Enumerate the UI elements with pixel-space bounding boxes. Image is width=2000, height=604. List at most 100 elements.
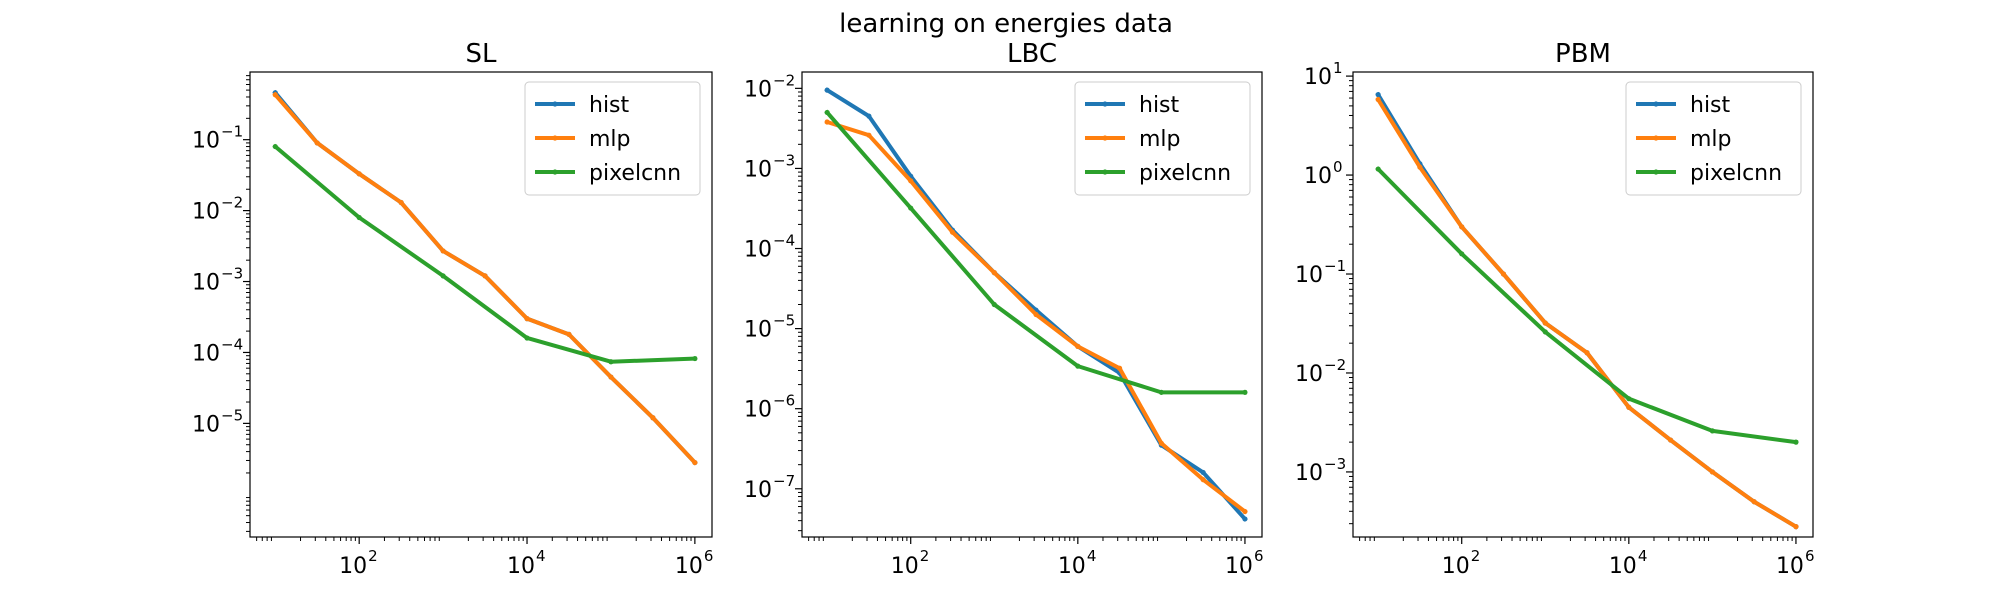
minor-ticks [246, 75, 692, 541]
y-tick-exponent: −2 [1324, 356, 1346, 374]
data-point-mlp [524, 316, 530, 322]
data-point-mlp [650, 415, 656, 421]
data-point-pixelcnn [1075, 363, 1081, 369]
legend-label-pixelcnn: pixelcnn [589, 161, 681, 186]
legend-marker-hist [552, 101, 558, 107]
chart-title: LBC [1007, 39, 1057, 69]
plot-area-frame [801, 71, 1263, 538]
legend-label-hist: hist [1139, 93, 1180, 118]
chart-title: PBM [1555, 39, 1611, 69]
y-tick-label: 10 [744, 238, 772, 263]
legend: hist mlp pixelcnn [1625, 81, 1802, 196]
x-tick-label: 10 [675, 554, 703, 579]
legend-marker-mlp [1653, 135, 1659, 141]
data-point-mlp [1667, 437, 1674, 443]
plot-area-frame [249, 71, 713, 538]
data-point-hist [866, 113, 872, 119]
y-tick-exponent: −3 [221, 265, 243, 283]
data-point-pixelcnn [991, 301, 997, 308]
y-tick-label: 10 [192, 200, 220, 225]
legend-label-mlp: mlp [1690, 127, 1732, 152]
y-tick-label: 10 [192, 412, 220, 437]
legend-label-hist: hist [589, 93, 630, 118]
data-point-hist [1375, 92, 1381, 98]
y-tick-label: 10 [192, 271, 220, 296]
data-point-pixelcnn [1459, 251, 1465, 257]
legend: hist mlp pixelcnn [1074, 81, 1251, 196]
data-point-mlp [866, 132, 872, 138]
data-point-mlp [991, 270, 997, 276]
x-tick-exponent: 6 [704, 547, 714, 565]
y-tick-exponent: −5 [773, 312, 795, 330]
y-tick-exponent: 0 [1333, 158, 1343, 176]
y-tick-label: 10 [744, 398, 772, 423]
data-point-mlp [1542, 320, 1548, 326]
minor-ticks [798, 91, 1242, 541]
data-point-pixelcnn [1542, 329, 1548, 335]
legend-box [1625, 81, 1802, 196]
series-line-pixelcnn [824, 109, 1247, 395]
x-tick-exponent: 4 [1087, 547, 1097, 565]
y-tick-label: 10 [1295, 263, 1323, 288]
data-point-mlp [1709, 469, 1715, 475]
data-point-pixelcnn [1375, 166, 1381, 172]
data-point-mlp [1751, 499, 1757, 505]
legend-marker-mlp [1102, 135, 1108, 141]
legend-label-pixelcnn: pixelcnn [1139, 161, 1231, 186]
data-point-hist [1200, 469, 1206, 476]
figure-suptitle: learning on energies data [839, 9, 1173, 39]
data-point-pixelcnn [1158, 389, 1164, 395]
x-tick-label: 10 [1058, 554, 1086, 579]
data-point-mlp [1158, 440, 1164, 446]
data-point-pixelcnn [908, 205, 914, 211]
data-point-mlp [1242, 508, 1248, 515]
x-tick-exponent: 6 [1805, 547, 1815, 565]
data-point-pixelcnn [1242, 389, 1248, 395]
data-point-mlp [1075, 343, 1081, 349]
y-tick-exponent: −1 [221, 123, 243, 141]
data-point-mlp [1793, 524, 1799, 530]
minor-ticks [1349, 80, 1793, 541]
data-point-mlp [692, 459, 698, 466]
legend: hist mlp pixelcnn [524, 81, 701, 196]
data-point-mlp [272, 92, 278, 98]
series-line-pixelcnn [1375, 166, 1799, 445]
y-tick-exponent: −3 [773, 151, 795, 169]
x-tick-label: 10 [1776, 554, 1804, 579]
legend-marker-hist [1102, 101, 1108, 107]
data-point-mlp [1626, 404, 1632, 410]
x-tick-label: 10 [339, 554, 367, 579]
y-tick-label: 10 [192, 341, 220, 366]
data-point-hist [824, 87, 830, 93]
y-tick-exponent: −2 [221, 194, 243, 212]
chart-title: SL [466, 39, 498, 69]
legend-marker-hist [1653, 101, 1659, 107]
y-tick-label: 10 [1304, 164, 1332, 189]
y-tick-exponent: −6 [773, 392, 795, 410]
legend-label-hist: hist [1690, 93, 1731, 118]
y-tick-exponent: −3 [1324, 455, 1346, 473]
x-tick-exponent: 2 [368, 547, 378, 565]
y-tick-exponent: −2 [773, 71, 795, 89]
data-point-mlp [608, 374, 614, 380]
data-point-mlp [1500, 271, 1507, 277]
data-point-mlp [1459, 224, 1465, 230]
x-tick-exponent: 2 [920, 547, 930, 565]
data-point-mlp [356, 171, 362, 177]
data-point-mlp [566, 331, 572, 337]
data-point-pixelcnn [356, 214, 362, 221]
legend-box [1074, 81, 1251, 196]
x-tick-exponent: 2 [1471, 547, 1481, 565]
data-point-pixelcnn [524, 335, 530, 341]
data-point-mlp [440, 248, 446, 254]
plot-area-frame [1352, 71, 1814, 538]
data-point-mlp [1584, 350, 1590, 356]
data-point-pixelcnn [1626, 396, 1632, 402]
data-point-pixelcnn [692, 355, 698, 362]
y-tick-label: 10 [744, 77, 772, 102]
y-tick-label: 10 [744, 478, 772, 503]
